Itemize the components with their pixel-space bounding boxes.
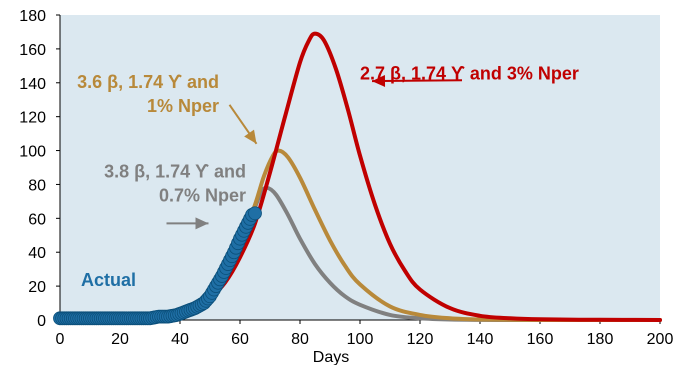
x-tick-label: 40 [171,331,189,348]
x-tick-label: 0 [56,331,65,348]
actual-series-layer: Actual [53,206,262,326]
annotation-a38-line-2: 0.7% Nper [159,186,246,206]
x-tick-label: 100 [347,331,374,348]
actual-label: Actual [81,270,136,290]
annotation-a36-line-1: 3.6 β, 1.74 ϒ and [77,72,219,92]
x-tick-label: 180 [587,331,614,348]
plot-background [60,15,660,320]
x-tick-label: 120 [407,331,434,348]
y-tick-label: 140 [19,76,46,93]
y-tick-label: 180 [19,8,46,25]
annotation-a38-arrow [166,217,209,230]
x-tick-label: 80 [291,331,309,348]
y-tick-label: 60 [28,211,46,228]
y-tick-label: 20 [28,279,46,296]
x-tick-label: 160 [527,331,554,348]
y-axis: 0 20 40 60 80 100 120 140 160 180 [19,8,61,330]
annotation-a27-line-1: 2.7 β, 1.74 ϒ and 3% Nper [360,63,579,83]
x-tick-label: 200 [647,331,674,348]
x-tick-label: 60 [231,331,249,348]
y-tick-label: 120 [19,110,46,127]
annotation-arrows [166,74,463,230]
y-tick-label: 160 [19,42,46,59]
annotation-a27-arrow [371,74,463,87]
y-tick-label: 0 [37,313,46,330]
annotation-layer: 2.7 β, 1.74 ϒ and 3% Nper 3.6 β, 1.74 ϒ a… [77,63,579,205]
annotation-a36-arrow [228,104,258,145]
y-tick-label: 80 [28,177,46,194]
x-axis-title: Days [313,349,349,365]
actual-data-point [248,206,262,221]
y-tick-label: 100 [19,144,46,161]
y-tick-label: 40 [28,245,46,262]
annotation-a38-line-1: 3.8 β, 1.74 ϒ and [104,162,246,182]
annotation-a36-line-2: 1% Nper [147,96,219,116]
x-tick-label: 20 [111,331,129,348]
x-tick-label: 140 [467,331,494,348]
